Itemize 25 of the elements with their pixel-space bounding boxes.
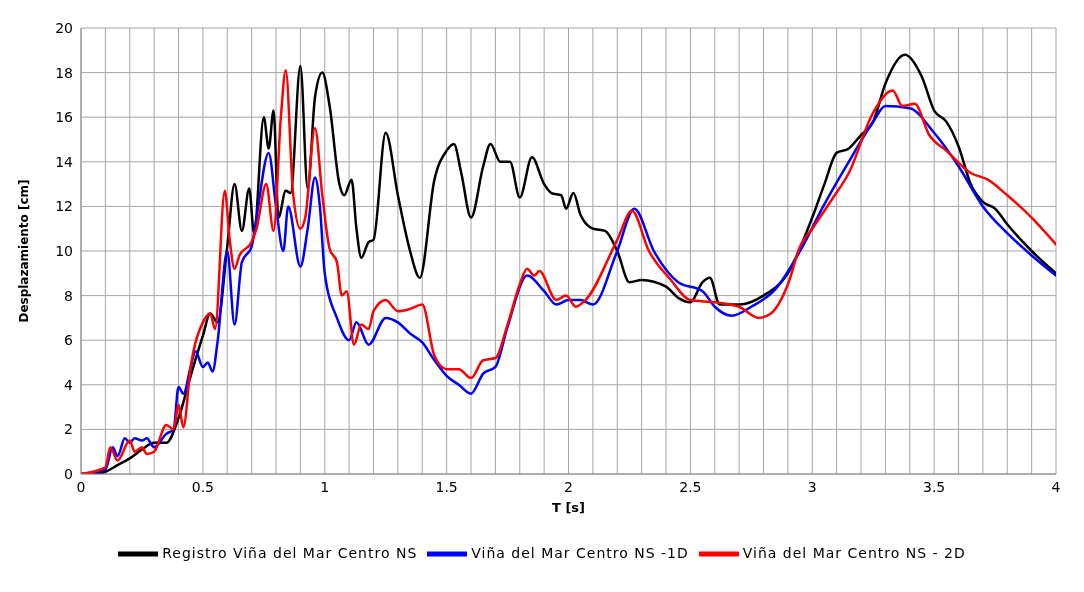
- x-axis-title: T [s]: [551, 500, 586, 515]
- x-tick-label: 4: [1051, 478, 1061, 495]
- y-tick-label: 0: [64, 465, 73, 482]
- y-tick-label: 20: [55, 19, 73, 36]
- y-tick-label: 2: [64, 421, 73, 438]
- y-tick-label: 16: [55, 109, 74, 126]
- y-tick-label: 12: [55, 198, 73, 215]
- x-tick-label: 2: [564, 478, 573, 495]
- x-tick-label: 3: [807, 478, 817, 495]
- x-tick-label: 2.5: [679, 478, 702, 495]
- y-tick-label: 10: [55, 242, 73, 259]
- x-tick-label: 1.5: [435, 478, 458, 495]
- y-tick-label: 6: [64, 332, 74, 349]
- y-tick-label: 8: [64, 287, 73, 304]
- x-tick-label: 0: [76, 478, 86, 495]
- legend-label: Viña del Mar Centro NS -1D: [471, 545, 689, 561]
- y-tick-label: 18: [55, 64, 73, 81]
- x-tick-label: 0.5: [191, 478, 215, 495]
- legend-label: Registro Viña del Mar Centro NS: [162, 545, 418, 561]
- x-tick-label: 1: [320, 478, 330, 495]
- y-tick-label: 4: [64, 376, 74, 393]
- x-tick-label: 3.5: [922, 478, 946, 495]
- y-axis-title: Desplazamiento [cm]: [17, 179, 32, 323]
- legend-label: Viña del Mar Centro NS - 2D: [742, 545, 966, 561]
- y-tick-label: 14: [55, 153, 74, 170]
